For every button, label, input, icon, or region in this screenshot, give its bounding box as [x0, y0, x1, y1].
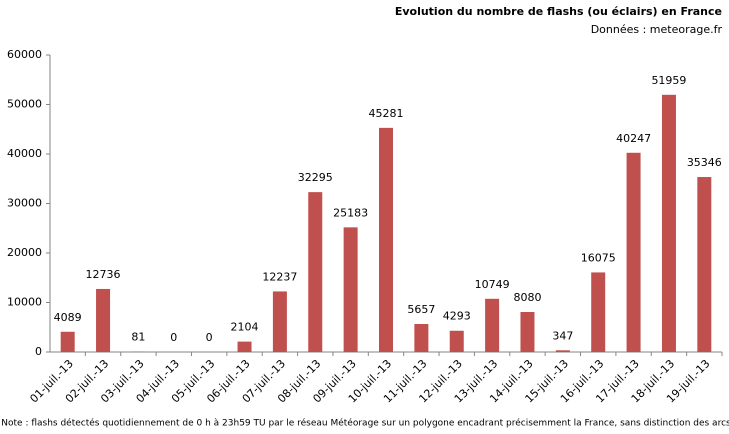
data-label: 51959 [651, 74, 686, 87]
data-label: 12237 [262, 270, 297, 283]
bar [449, 330, 464, 352]
data-label: 0 [206, 331, 213, 344]
bar [520, 312, 535, 352]
data-label: 45281 [369, 107, 404, 120]
bar [60, 331, 75, 352]
chart-note: Note : flashs détectés quotidiennement d… [1, 418, 729, 429]
data-label: 2104 [231, 321, 259, 334]
bar [272, 291, 287, 352]
y-tick-label: 20000 [7, 246, 42, 259]
y-tick-label: 10000 [7, 296, 42, 309]
y-tick-label: 40000 [7, 147, 42, 160]
y-tick-label: 30000 [7, 197, 42, 210]
data-label: 4293 [443, 310, 471, 323]
bar [379, 127, 393, 353]
data-label: 0 [170, 331, 177, 344]
data-label: 10749 [475, 278, 510, 291]
data-label: 32295 [298, 171, 333, 184]
bar [308, 192, 323, 352]
y-tick-label: 60000 [7, 48, 42, 61]
y-tick-label: 50000 [7, 98, 42, 111]
y-tick-label: 0 [35, 345, 42, 358]
bar [697, 177, 712, 352]
bar [555, 350, 570, 352]
data-label: 16075 [581, 251, 616, 264]
chart-subtitle: Données : meteorage.fr [591, 23, 723, 36]
bar [591, 272, 606, 352]
chart-title: Evolution du nombre de flashs (ou éclair… [395, 5, 722, 18]
bar [96, 288, 111, 352]
data-label: 8080 [513, 291, 541, 304]
bar [661, 94, 676, 352]
data-label: 4089 [54, 311, 82, 324]
bar [485, 298, 500, 352]
data-label: 347 [552, 329, 573, 342]
bar [414, 323, 429, 352]
bar [237, 341, 252, 352]
data-label: 5657 [407, 303, 435, 316]
bar [343, 227, 358, 352]
data-label: 81 [131, 331, 145, 344]
bar [626, 152, 641, 352]
data-label: 25183 [333, 206, 368, 219]
data-label: 40247 [616, 132, 651, 145]
data-label: 12736 [86, 268, 121, 281]
data-label: 35346 [687, 156, 722, 169]
